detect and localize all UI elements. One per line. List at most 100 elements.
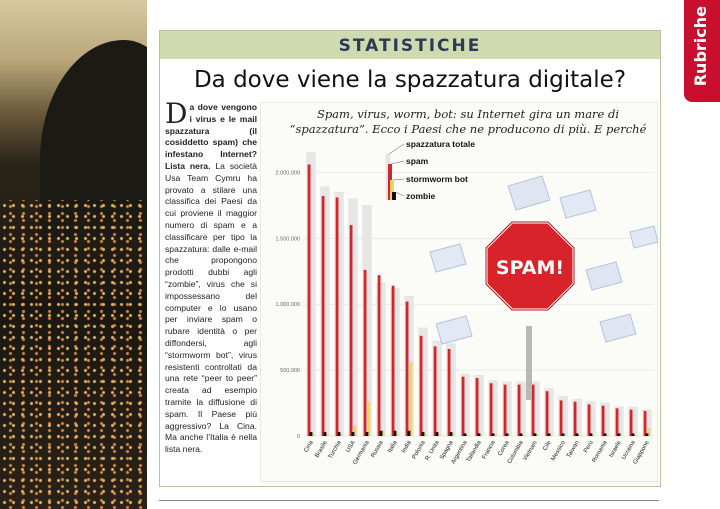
- legend-leader: [390, 160, 405, 165]
- bar-zombie: [337, 432, 341, 436]
- rubriche-tab-label: Rubriche: [691, 6, 710, 87]
- x-tick-label: Perù: [583, 440, 595, 454]
- bar-zombie: [323, 432, 327, 436]
- chart-subtitle-line2: “spazzatura”. Ecco i Paesi che ne produc…: [290, 122, 647, 136]
- bar-stormworm: [395, 433, 399, 436]
- article-intro: a dove vengono i virus e le mail spazzat…: [165, 102, 257, 160]
- bar-stormworm: [367, 401, 371, 436]
- y-tick-label: 1.000.000: [276, 302, 300, 308]
- bar-stormworm: [549, 434, 553, 436]
- bar-zombie: [533, 433, 537, 436]
- legend-label: spazzatura totale: [406, 139, 475, 149]
- section-band: STATISTICHE: [160, 31, 660, 59]
- legend-swatch: [390, 180, 394, 200]
- bar-zombie: [617, 433, 621, 436]
- bar-spam: [643, 410, 647, 436]
- bar-spam: [377, 275, 381, 436]
- envelope-decorations: [429, 175, 658, 345]
- bar-spam: [601, 405, 605, 436]
- bar-zombie: [589, 433, 593, 436]
- bar-stormworm: [465, 434, 469, 436]
- bar-stormworm: [633, 434, 637, 436]
- bar-stormworm: [605, 434, 609, 436]
- bar-spam: [489, 383, 493, 436]
- bar-spam: [391, 285, 395, 436]
- x-tick-label: Cina: [303, 439, 315, 453]
- bar-zombie: [519, 433, 523, 436]
- bar-zombie: [575, 433, 579, 436]
- bar-spam: [447, 349, 451, 436]
- bar-stormworm: [493, 434, 497, 436]
- bar-stormworm: [451, 433, 455, 436]
- bar-stormworm: [381, 430, 385, 436]
- spam-chart: Spam, virus, worm, bot: su Internet gira…: [260, 102, 658, 482]
- chart-legend: spazzatura totale spam stormworm bot zombie: [385, 139, 475, 201]
- bar-spam: [433, 346, 437, 436]
- bar-zombie: [379, 430, 383, 436]
- bar-zombie: [561, 433, 565, 436]
- bar-zombie: [463, 433, 467, 436]
- bar-stormworm: [591, 434, 595, 436]
- bar-spam: [461, 376, 465, 436]
- bar-stormworm: [353, 425, 357, 436]
- y-tick-label: 2.000.000: [276, 170, 300, 176]
- y-tick-label: 500.000: [280, 368, 300, 374]
- dropcap: D: [165, 97, 188, 130]
- bar-stormworm: [563, 434, 567, 436]
- rubriche-tab[interactable]: Rubriche: [684, 0, 720, 102]
- bar-zombie: [407, 430, 411, 436]
- article-subheading: Lista nera.: [165, 160, 211, 171]
- legend-leader: [394, 191, 405, 197]
- bar-zombie: [351, 432, 355, 436]
- city-lights: [0, 200, 147, 509]
- bar-stormworm: [325, 434, 329, 436]
- bar-spam: [545, 391, 549, 436]
- bar-zombie: [449, 432, 453, 436]
- bar-stormworm: [577, 434, 581, 436]
- bar-stormworm: [479, 434, 483, 436]
- bar-zombie: [365, 432, 369, 436]
- bar-spam: [573, 401, 577, 436]
- bottom-rule: [159, 500, 659, 501]
- bar-zombie: [603, 433, 607, 436]
- bar-zombie: [645, 433, 649, 436]
- bar-stormworm: [311, 433, 315, 436]
- bar-spam: [587, 404, 591, 436]
- bar-zombie: [631, 433, 635, 436]
- bar-spam: [475, 378, 479, 436]
- legend-label: stormworm bot: [406, 174, 468, 184]
- article-title: Da dove viene la spazzatura digitale?: [193, 67, 627, 93]
- bar-stormworm: [423, 433, 427, 436]
- y-tick-label: 0: [297, 434, 300, 440]
- bar-spam: [335, 197, 339, 436]
- y-tick-label: 1.500.000: [276, 236, 300, 242]
- bar-zombie: [435, 432, 439, 436]
- section-label: STATISTICHE: [338, 36, 482, 56]
- bar-stormworm: [409, 362, 413, 436]
- bar-zombie: [505, 433, 509, 436]
- spam-stop-sign-icon: SPAM!: [484, 220, 576, 400]
- bar-spam: [503, 384, 507, 436]
- x-tick-label: Cile: [542, 439, 553, 452]
- bar-stormworm: [535, 434, 539, 436]
- x-tick-label: USA: [345, 440, 356, 454]
- magazine-page: Rubriche STATISTICHE Da dove viene la sp…: [147, 0, 720, 509]
- bar-spam: [517, 384, 521, 436]
- bar-zombie: [309, 432, 313, 436]
- bar-spam: [363, 269, 367, 436]
- chart-subtitle-line1: Spam, virus, worm, bot: su Internet gira…: [317, 107, 619, 121]
- bar-stormworm: [647, 428, 651, 436]
- article-body: La società Usa Team Cymru ha provato a s…: [165, 160, 257, 455]
- bar-spam: [349, 225, 353, 436]
- bar-zombie: [421, 432, 425, 436]
- bar-stormworm: [437, 434, 441, 436]
- legend-label: zombie: [406, 191, 436, 201]
- bar-spam: [321, 196, 325, 436]
- bar-spam: [629, 409, 633, 436]
- bar-zombie: [491, 433, 495, 436]
- bar-spam: [615, 408, 619, 436]
- article-box: STATISTICHE Da dove viene la spazzatura …: [159, 30, 661, 487]
- bar-zombie: [547, 433, 551, 436]
- bar-spam: [405, 301, 409, 436]
